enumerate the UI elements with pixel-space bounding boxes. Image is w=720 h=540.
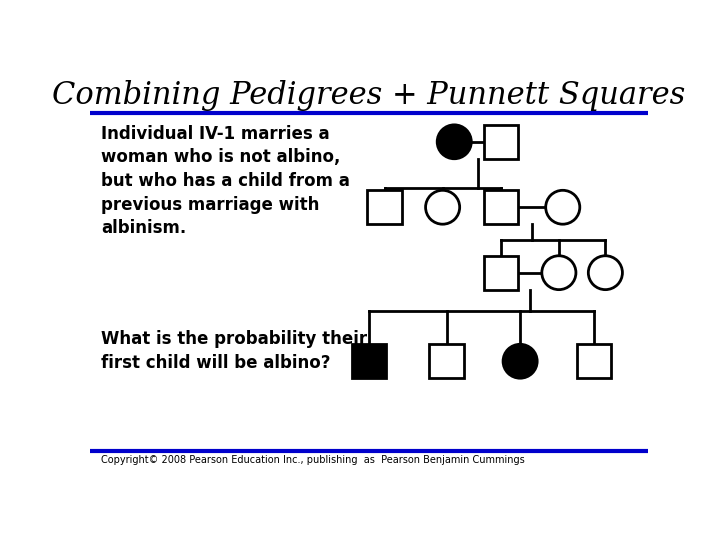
Bar	[367, 190, 402, 224]
Text: Individual IV-1 marries a
woman who is not albino,
but who has a child from a
pr: Individual IV-1 marries a woman who is n…	[101, 125, 350, 237]
Circle shape	[546, 190, 580, 224]
Bar	[484, 125, 518, 159]
Circle shape	[426, 190, 459, 224]
Text: What is the probability their
first child will be albino?: What is the probability their first chil…	[101, 330, 367, 372]
Bar	[577, 345, 611, 378]
Circle shape	[503, 345, 537, 378]
Circle shape	[542, 256, 576, 289]
Bar	[429, 345, 464, 378]
Text: Copyright© 2008 Pearson Education Inc., publishing  as  Pearson Benjamin Cumming: Copyright© 2008 Pearson Education Inc., …	[101, 455, 525, 465]
Bar	[484, 256, 518, 289]
Circle shape	[437, 125, 472, 159]
Bar	[352, 345, 386, 378]
Circle shape	[588, 256, 622, 289]
Bar	[484, 190, 518, 224]
Text: Combining Pedigrees + Punnett Squares: Combining Pedigrees + Punnett Squares	[53, 80, 685, 111]
